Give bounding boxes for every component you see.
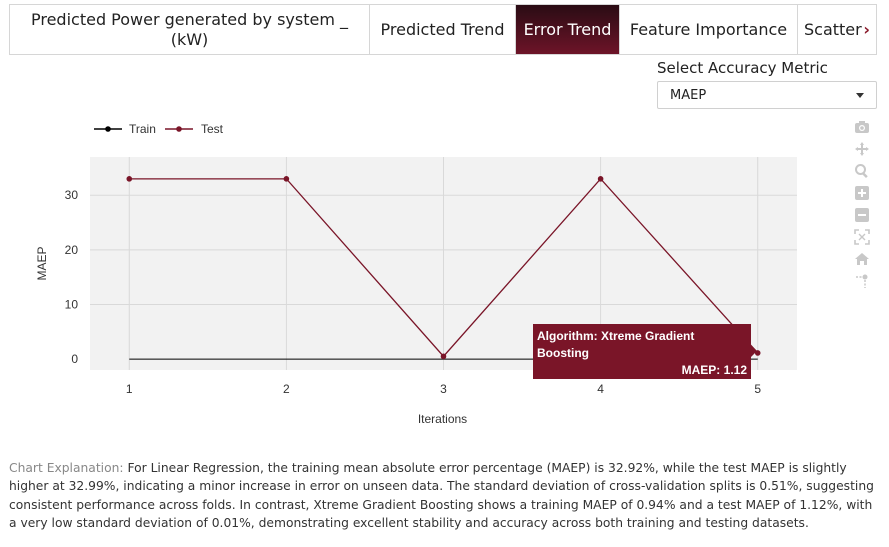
x-axis-title: Iterations <box>418 412 467 426</box>
tooltip-iterations: Iterations: 5.00 <box>662 380 747 394</box>
x-tick-label: 3 <box>440 382 447 396</box>
tab-scatter-label: Scatter <box>804 20 862 39</box>
y-tick-label: 30 <box>65 188 79 202</box>
data-point-test <box>440 353 447 360</box>
tab-predicted-trend[interactable]: Predicted Trend <box>370 5 516 54</box>
tab-bar: Predicted Power generated by system _ (k… <box>9 4 877 55</box>
spike-lines-icon[interactable] <box>853 272 871 290</box>
chart-modebar <box>853 118 873 294</box>
x-tick-label: 4 <box>597 382 604 396</box>
legend-label-train: Train <box>129 122 156 136</box>
tab-scatter[interactable]: Scatter › <box>798 5 876 54</box>
pan-icon[interactable] <box>853 140 871 158</box>
reset-axes-icon[interactable] <box>853 250 871 268</box>
x-tick-label: 2 <box>283 382 290 396</box>
tooltip-algorithm: Algorithm: Xtreme Gradient Boosting <box>537 329 695 360</box>
y-tick-label: 0 <box>71 352 78 366</box>
chevron-right-icon[interactable]: › <box>863 20 870 39</box>
data-point-test <box>126 176 133 182</box>
tooltip-pointer <box>751 345 757 357</box>
x-tick-label: 5 <box>754 382 761 396</box>
chart-explanation: Chart Explanation: For Linear Regression… <box>9 459 881 532</box>
legend-marker-train <box>105 126 111 132</box>
legend-marker-test <box>176 126 182 132</box>
metric-label: Select Accuracy Metric <box>657 59 828 77</box>
hover-tooltip: Algorithm: Xtreme Gradient Boosting MAEP… <box>533 324 751 394</box>
explanation-text: For Linear Regression, the training mean… <box>9 461 874 530</box>
metric-select[interactable]: MAEP <box>657 81 877 109</box>
zoom-in-icon[interactable] <box>853 184 871 202</box>
y-axis-title: MAEP <box>35 246 49 280</box>
tooltip-metric: MAEP: 1.12 <box>681 363 747 377</box>
explanation-lead: Chart Explanation: <box>9 461 124 475</box>
camera-icon[interactable] <box>853 118 871 136</box>
tab-feature-importance[interactable]: Feature Importance <box>620 5 798 54</box>
y-tick-label: 10 <box>65 297 79 311</box>
tab-predicted-power[interactable]: Predicted Power generated by system _ (k… <box>10 5 370 54</box>
data-point-test <box>283 176 290 182</box>
zoom-icon[interactable] <box>853 162 871 180</box>
y-tick-label: 20 <box>65 243 79 257</box>
legend-label-test: Test <box>201 122 224 136</box>
metric-selected-value: MAEP <box>670 87 707 103</box>
caret-down-icon <box>856 93 864 98</box>
data-point-test <box>597 176 604 182</box>
x-tick-label: 1 <box>126 382 133 396</box>
tab-error-trend[interactable]: Error Trend <box>516 5 620 54</box>
autoscale-icon[interactable] <box>853 228 871 246</box>
zoom-out-icon[interactable] <box>853 206 871 224</box>
